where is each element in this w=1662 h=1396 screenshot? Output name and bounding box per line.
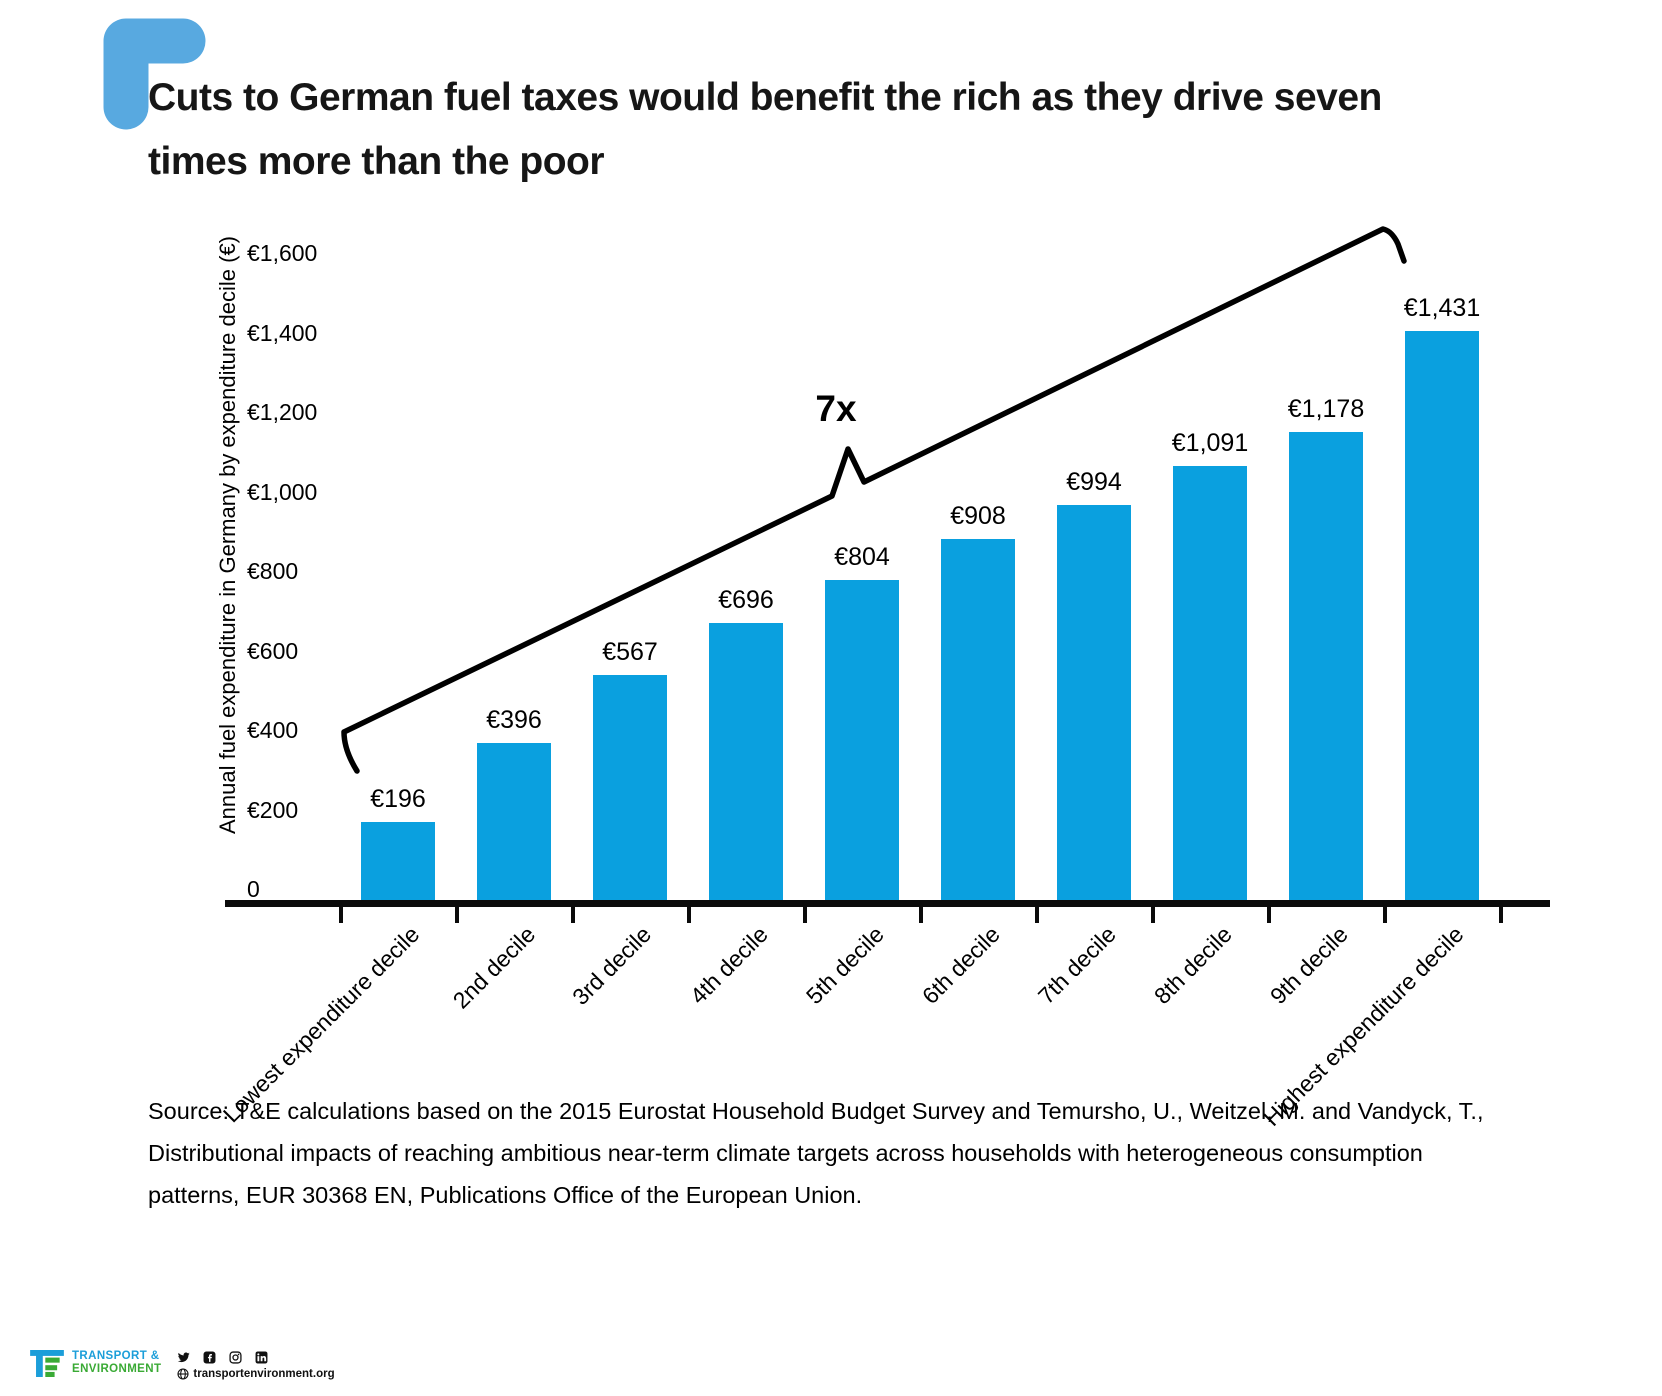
y-axis-tick-label: €1,200 xyxy=(247,399,318,425)
website-text: transportenvironment.org xyxy=(193,1368,335,1380)
source-line: Distributional impacts of reaching ambit… xyxy=(148,1140,1423,1166)
y-axis-title: Annual fuel expenditure in Germany by ex… xyxy=(215,235,240,835)
x-axis-label: 9th decile xyxy=(1264,921,1353,1010)
x-axis-tick xyxy=(339,900,343,923)
website-row: transportenvironment.org xyxy=(177,1368,335,1380)
y-axis-tick-label: €1,000 xyxy=(247,478,318,505)
globe-icon xyxy=(177,1368,189,1380)
page-title-line2: times more than the poor xyxy=(148,140,605,183)
x-axis-label: 5th decile xyxy=(800,921,889,1010)
x-axis-tick xyxy=(455,900,459,923)
x-axis-tick xyxy=(1267,900,1271,923)
y-axis-tick-label: €1,600 xyxy=(247,240,318,266)
te-wordmark-line1: TRANSPORT & xyxy=(72,1350,160,1362)
bar-value-label: €994 xyxy=(1066,468,1122,496)
bar-value-label: €908 xyxy=(950,502,1006,530)
corner-accent-shape xyxy=(103,18,206,130)
x-axis-tick xyxy=(1035,900,1039,923)
page-title-line1: Cuts to German fuel taxes would benefit … xyxy=(148,76,1382,119)
te-wordmark: TRANSPORT & ENVIRONMENT xyxy=(72,1350,161,1376)
x-axis-tick xyxy=(919,900,923,923)
source-note: Source: T&E calculations based on the 20… xyxy=(148,1090,1568,1216)
x-axis-tick xyxy=(803,900,807,923)
bar-value-label: €567 xyxy=(602,638,658,666)
bar xyxy=(1289,432,1363,900)
x-axis-label: 7th decile xyxy=(1032,921,1121,1010)
x-axis-label: 6th decile xyxy=(916,921,1005,1010)
bar xyxy=(1405,331,1479,900)
x-axis-label: 2nd decile xyxy=(447,921,541,1014)
te-logo-icon xyxy=(30,1350,64,1377)
bar xyxy=(941,539,1015,900)
linkedin-icon xyxy=(255,1351,268,1363)
bar-value-label: €1,178 xyxy=(1287,395,1365,423)
bar-value-label: €196 xyxy=(370,785,426,813)
instagram-icon xyxy=(229,1350,242,1364)
source-line: patterns, EUR 30368 EN, Publications Off… xyxy=(148,1182,863,1208)
y-axis-tick-label: €400 xyxy=(247,717,299,743)
social-icons-row xyxy=(177,1350,334,1364)
x-axis-label: 4th decile xyxy=(684,921,773,1010)
x-axis-tick xyxy=(687,900,691,923)
source-line: Source: T&E calculations based on the 20… xyxy=(148,1098,1484,1124)
bar xyxy=(1173,466,1247,900)
te-wordmark-line2: ENVIRONMENT xyxy=(72,1363,162,1375)
bar xyxy=(361,822,435,900)
x-axis-label: 8th decile xyxy=(1148,921,1237,1010)
y-axis-tick-label: €600 xyxy=(247,637,299,664)
bar-value-label: €1,431 xyxy=(1403,294,1481,322)
footer-social-block: transportenvironment.org xyxy=(177,1350,335,1380)
y-axis-tick-label: 0 xyxy=(247,876,260,902)
twitter-icon xyxy=(178,1351,191,1362)
y-axis-tick-label: €800 xyxy=(247,558,299,584)
y-axis-tick-label: €200 xyxy=(247,796,299,823)
seven-x-label: 7x xyxy=(815,388,857,429)
footer-branding: TRANSPORT & ENVIRONMENT xyxy=(30,1350,335,1380)
x-axis-line xyxy=(225,900,1550,907)
x-axis-label: 3rd decile xyxy=(567,921,657,1010)
x-axis-tick xyxy=(1151,900,1155,923)
bar-value-label: €804 xyxy=(834,543,890,571)
x-axis-tick xyxy=(571,900,575,923)
bar-value-label: €396 xyxy=(486,706,542,734)
bar xyxy=(1057,505,1131,900)
bar-value-label: €696 xyxy=(718,586,774,614)
bar xyxy=(709,623,783,900)
x-axis-tick xyxy=(1383,900,1387,923)
facebook-icon xyxy=(203,1351,216,1363)
bar xyxy=(477,743,551,900)
bar xyxy=(825,580,899,900)
x-axis-tick xyxy=(1499,900,1503,923)
bar-value-label: €1,091 xyxy=(1171,429,1249,457)
y-axis-tick-label: €1,400 xyxy=(247,319,318,346)
page-title: Cuts to German fuel taxes would benefit … xyxy=(148,66,1548,194)
bar xyxy=(593,675,667,900)
